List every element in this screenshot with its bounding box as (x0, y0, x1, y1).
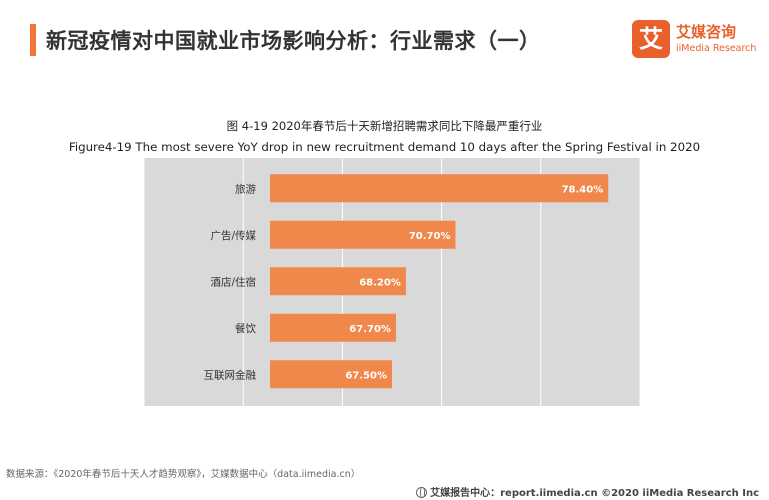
value-label: 78.40% (562, 184, 604, 195)
value-label: 67.50% (345, 370, 387, 381)
value-label: 70.70% (409, 231, 451, 242)
chart-title: 图 4-19 2020年春节后十天新增招聘需求同比下降最严重行业 (226, 119, 543, 133)
bar-2 (270, 267, 406, 296)
logo-mark-icon: 艾 (632, 20, 670, 58)
bar-3 (270, 313, 396, 342)
category-label: 酒店/住宿 (210, 275, 256, 288)
title-accent-bar (30, 24, 36, 56)
bar-1 (270, 220, 456, 249)
logo-name-cn: 艾媒咨询 (676, 23, 737, 41)
globe-icon (416, 487, 428, 498)
bar-0 (270, 174, 609, 203)
bar-4 (270, 360, 392, 389)
value-labels: 78.40% 70.70% 68.20% 67.70% 67.50% (345, 184, 603, 381)
chart-subtitle: Figure4-19 The most severe YoY drop in n… (68, 140, 701, 154)
category-label: 旅游 (235, 182, 256, 195)
category-label: 广告/传媒 (210, 229, 256, 242)
value-label: 67.70% (349, 324, 391, 335)
iimedia-logo: 艾 艾媒咨询 iiMedia Research (632, 20, 757, 60)
bars (270, 174, 609, 389)
page-title: 新冠疫情对中国就业市场影响分析：行业需求（一） (46, 29, 541, 53)
data-source: 数据来源：《2020年春节后十天人才趋势观察》，艾媒数据中心（data.iime… (6, 469, 361, 480)
footer-text: 艾媒报告中心：report.iimedia.cn ©2020 iiMedia R… (430, 488, 759, 499)
category-label: 餐饮 (235, 322, 256, 335)
footer: 艾媒报告中心：report.iimedia.cn ©2020 iiMedia R… (416, 484, 759, 499)
category-label: 互联网金融 (204, 368, 257, 381)
value-label: 68.20% (359, 277, 401, 288)
logo-name-en: iiMedia Research (676, 43, 757, 54)
